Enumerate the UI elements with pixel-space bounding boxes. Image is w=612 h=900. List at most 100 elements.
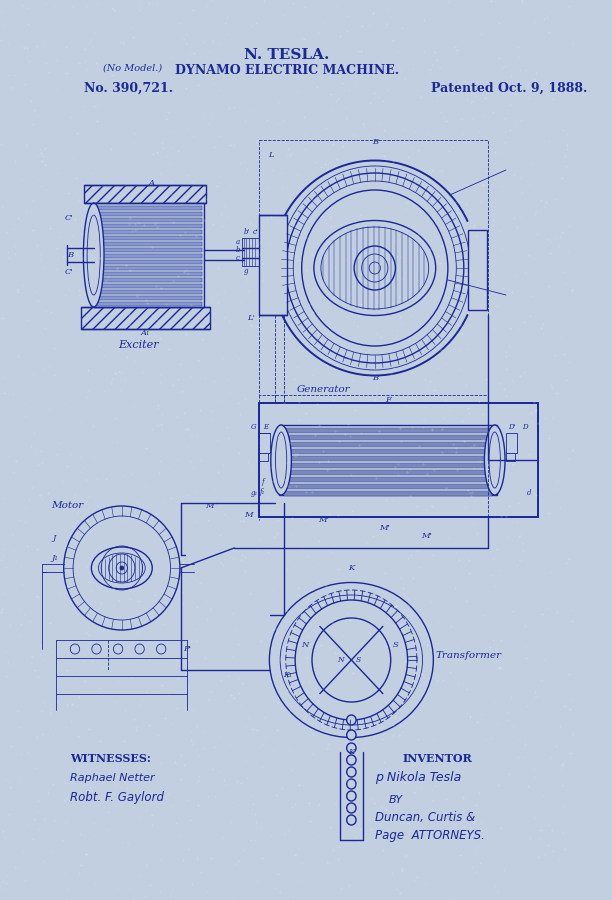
Bar	[468, 230, 487, 310]
Circle shape	[346, 791, 356, 801]
Text: f: f	[261, 478, 264, 486]
Bar	[95, 206, 203, 210]
Bar	[259, 433, 270, 453]
Text: D: D	[522, 423, 528, 431]
Text: E: E	[264, 423, 269, 431]
Text: B: B	[371, 138, 378, 146]
Bar	[259, 140, 488, 395]
Text: Page  ATTORNEYS.: Page ATTORNEYS.	[375, 830, 485, 842]
Bar	[95, 242, 203, 246]
Bar	[95, 278, 203, 282]
Circle shape	[135, 644, 144, 654]
Bar	[284, 477, 492, 482]
Ellipse shape	[271, 425, 291, 495]
Bar	[81, 307, 210, 329]
Text: M': M'	[379, 524, 390, 532]
Bar	[95, 236, 203, 240]
Bar	[284, 442, 492, 447]
Text: D': D'	[508, 423, 515, 431]
Text: N. TESLA.: N. TESLA.	[244, 48, 329, 62]
Text: G: G	[251, 423, 256, 431]
Text: L: L	[268, 151, 274, 159]
Circle shape	[354, 246, 395, 290]
Circle shape	[346, 767, 356, 777]
Text: A: A	[149, 179, 155, 187]
Text: a: a	[236, 238, 240, 246]
Text: K₁: K₁	[283, 671, 292, 679]
Text: F: F	[385, 396, 391, 404]
Circle shape	[70, 644, 80, 654]
Text: (No Model.): (No Model.)	[103, 64, 162, 73]
Bar	[95, 212, 203, 216]
Circle shape	[92, 644, 101, 654]
Circle shape	[346, 755, 356, 765]
Text: M: M	[204, 502, 213, 510]
Text: S: S	[392, 641, 398, 649]
Text: J₁: J₁	[51, 554, 58, 562]
Bar	[506, 433, 517, 453]
Text: b': b'	[244, 228, 250, 236]
Circle shape	[346, 730, 356, 740]
Bar	[95, 230, 203, 234]
Text: B: B	[67, 251, 73, 259]
Text: g: g	[244, 267, 248, 275]
Text: A₁: A₁	[141, 329, 150, 337]
Text: WITNESSES:: WITNESSES:	[70, 752, 151, 763]
Text: Transformer: Transformer	[436, 651, 502, 660]
Text: Patented Oct. 9, 1888.: Patented Oct. 9, 1888.	[431, 82, 588, 94]
Text: Generator: Generator	[296, 385, 350, 394]
Text: P': P'	[183, 645, 190, 653]
Text: DYNAMO ELECTRIC MACHINE.: DYNAMO ELECTRIC MACHINE.	[174, 64, 399, 76]
Bar	[95, 296, 203, 300]
Text: Exciter: Exciter	[118, 340, 159, 350]
Text: M': M'	[318, 516, 329, 524]
Text: C': C'	[64, 268, 73, 276]
Circle shape	[346, 779, 356, 789]
Circle shape	[346, 803, 356, 813]
Circle shape	[346, 715, 356, 725]
Bar	[95, 254, 203, 258]
Ellipse shape	[83, 203, 104, 307]
Bar	[284, 484, 492, 489]
Bar	[284, 491, 492, 496]
Text: c': c'	[253, 228, 259, 236]
Text: Duncan, Curtis &: Duncan, Curtis &	[375, 812, 475, 824]
Text: d: d	[526, 489, 531, 497]
Text: K: K	[348, 564, 354, 572]
Text: Motor: Motor	[51, 500, 84, 509]
Bar	[95, 260, 203, 264]
Bar	[95, 284, 203, 288]
Text: g₁: g₁	[250, 489, 258, 497]
Circle shape	[120, 566, 124, 570]
Bar	[95, 224, 203, 228]
Bar	[95, 248, 203, 252]
Text: BY: BY	[389, 795, 403, 805]
Bar	[94, 203, 204, 307]
Bar	[284, 435, 492, 440]
Bar	[506, 453, 515, 461]
Bar	[259, 403, 538, 517]
Bar	[95, 266, 203, 270]
Text: INVENTOR: INVENTOR	[403, 752, 472, 763]
Bar	[284, 470, 492, 475]
Circle shape	[346, 743, 356, 753]
Bar	[95, 290, 203, 294]
Text: J: J	[53, 534, 56, 542]
Bar	[284, 463, 492, 468]
Text: C': C'	[64, 214, 73, 222]
Ellipse shape	[485, 425, 505, 495]
Text: Robt. F. Gaylord: Robt. F. Gaylord	[70, 791, 164, 805]
Text: N: N	[337, 656, 343, 664]
Bar	[242, 238, 259, 266]
Bar	[95, 272, 203, 276]
Bar	[284, 449, 492, 454]
Bar	[284, 428, 492, 433]
Bar	[259, 453, 268, 461]
Text: M: M	[244, 511, 253, 519]
Text: p Nikola Tesla: p Nikola Tesla	[375, 771, 461, 785]
Text: No. 390,721.: No. 390,721.	[84, 82, 173, 94]
Bar	[279, 425, 496, 495]
Text: Raphael Netter: Raphael Netter	[70, 773, 155, 783]
Text: M': M'	[421, 532, 431, 540]
Text: L': L'	[247, 314, 255, 322]
